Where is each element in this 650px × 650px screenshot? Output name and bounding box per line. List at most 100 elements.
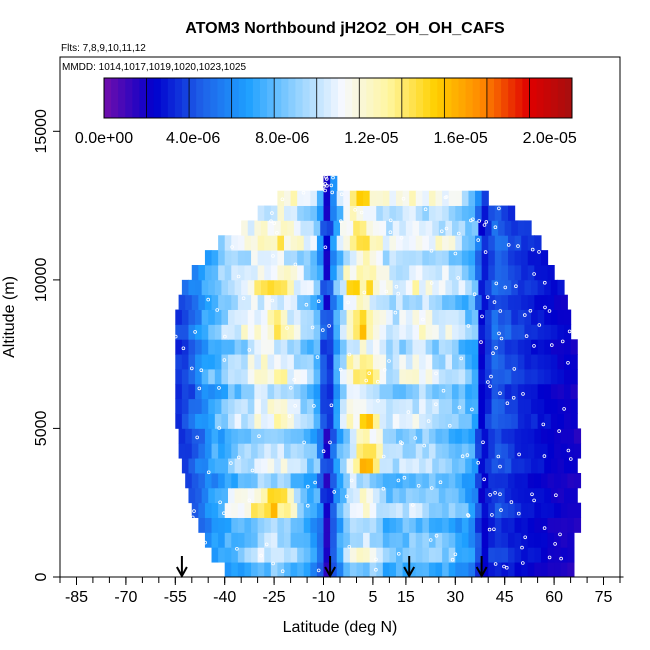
sample-point [384,289,389,294]
heatmap-cell [537,339,545,355]
sample-point [524,334,529,338]
heatmap-cell [333,413,341,429]
heatmap-cell [228,354,236,370]
heatmap-cell [369,190,377,206]
flight-arrows [176,556,488,579]
heatmap-cell [504,279,512,296]
heatmap-cell [228,309,236,325]
heatmap-cell [363,562,371,577]
heatmap-cell [313,369,321,385]
heatmap-cell [251,265,259,281]
x-tick-label: -85 [65,589,88,606]
heatmap-cell [455,532,463,548]
heatmap-cell [284,502,292,518]
heatmap-cell [340,383,348,400]
heatmap-cell [336,205,344,221]
heatmap-cell [300,220,308,236]
heatmap-cell [392,458,400,474]
heatmap-cell [343,250,351,266]
sample-point [401,196,406,201]
heatmap-cell [432,458,440,474]
heatmap-cell [264,473,272,489]
heatmap-cell [508,562,516,577]
heatmap-cell [346,309,354,325]
sample-point [285,326,289,330]
sample-point [566,360,570,365]
heatmap-cell [221,279,229,296]
heatmap-cell [343,547,351,563]
heatmap-cell [402,473,410,489]
heatmap-cell [343,532,351,548]
heatmap-cell [425,413,433,429]
flight-arrow [475,556,488,579]
heatmap-cell [432,413,440,429]
heatmap-cell [547,532,555,548]
heatmap-cell [475,443,483,459]
colorbar-swatch [338,78,346,118]
heatmap-cell [501,562,509,577]
heatmap-cell [484,279,493,296]
heatmap-cell [363,235,371,251]
heatmap-cell [277,250,285,266]
heatmap-cell [415,517,423,533]
heatmap-cell [323,265,331,281]
heatmap-cell [475,250,483,266]
heatmap-cell [540,443,549,459]
heatmap-cell [323,250,331,266]
heatmap-cell [494,294,503,310]
heatmap-cell [267,279,275,296]
heatmap-cell [392,354,400,370]
heatmap-cell [320,398,328,414]
heatmap-cell [346,398,354,414]
heatmap-cell [409,517,417,533]
heatmap-cell [386,339,394,355]
heatmap-cell [409,532,417,548]
heatmap-cell [389,428,397,444]
heatmap-cell [491,309,499,325]
sample-point [321,185,326,189]
heatmap-cell [452,369,460,385]
colorbar-swatch [139,78,148,118]
sample-point [532,498,536,503]
heatmap-cell [323,190,331,206]
colorbar-tick-labels: 0.0e+00 4.0e-06 8.0e-06 1.2e-05 1.6e-05 2.0e-… [75,130,577,147]
heatmap-cell [415,428,423,444]
heatmap-cell [290,250,298,266]
heatmap-cell [303,190,311,206]
colorbar-swatch [118,78,126,118]
heatmap-cell [228,487,236,504]
colorbar-tick-label: 4.0e-06 [166,130,220,147]
sample-point [470,407,474,412]
heatmap-cell [445,354,453,370]
x-tick-label: -25 [263,589,286,606]
heatmap-cell [264,532,272,548]
heatmap-cell [284,235,292,251]
heatmap-cell [274,369,282,385]
heatmap-cell [488,235,496,251]
heatmap-cell [419,339,427,355]
heatmap-cell [218,443,226,459]
colorbar-swatch [536,78,545,118]
y-axis-label: Altitude (m) [1,276,18,358]
heatmap-cell [300,309,308,325]
heatmap-cell [316,532,325,548]
heatmap-cell [494,502,503,518]
heatmap-cell [396,428,404,444]
heatmap-cell [224,517,232,533]
heatmap-cell [471,369,479,385]
sample-point [520,545,524,550]
heatmap-cell [369,250,377,266]
heatmap-cell [455,443,463,459]
heatmap-cell [386,354,394,370]
heatmap-cell [521,294,529,310]
heatmap-cell [448,205,456,221]
heatmap-cell [478,309,486,325]
heatmap-cell [544,398,552,414]
heatmap-cell [432,324,440,340]
heatmap-cell [290,562,298,577]
heatmap-cell [316,502,325,518]
heatmap-cell [372,458,381,474]
colorbar-swatch [387,78,396,118]
heatmap-cell [251,532,259,548]
heatmap-cell [300,458,308,474]
